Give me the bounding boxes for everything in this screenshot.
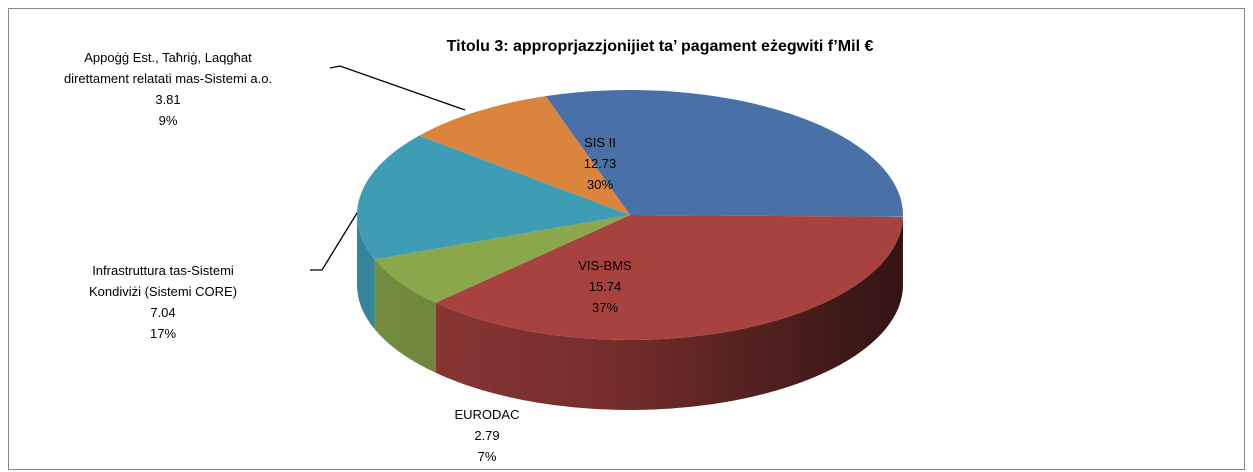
label-name: VIS-BMS	[578, 258, 632, 273]
label-value: 15.74	[588, 279, 622, 294]
slice	[374, 215, 630, 303]
chart-title: Titolu 3: approprjazzjonijiet ta’ pagame…	[447, 38, 874, 55]
data-label: Infrastruttura tas-Sistemi Kondiviżi (Si…	[68, 260, 258, 344]
label-name: SIS II	[584, 135, 616, 150]
label-value: 3.81	[155, 92, 181, 107]
slice-side	[357, 215, 375, 330]
label-value: 2.79	[474, 428, 500, 443]
slice	[357, 135, 630, 260]
label-value: 7.04	[150, 305, 176, 320]
label-percent: 9%	[158, 113, 178, 128]
leader-line	[310, 199, 366, 271]
data-label: EURODAC 2.79 7%	[427, 404, 547, 467]
label-value: 12.73	[583, 156, 617, 171]
label-percent: 37%	[591, 300, 619, 315]
data-label: SIS II 12.73 30%	[540, 132, 660, 195]
label-percent: 17%	[149, 326, 177, 341]
label-percent: 7%	[477, 449, 497, 464]
data-label: Appoġġ Est., Taħriġ, Laqgħat direttament…	[56, 47, 281, 131]
label-name: Infrastruttura tas-Sistemi Kondiviżi (Si…	[88, 263, 238, 299]
leader-line	[329, 65, 466, 111]
data-label: VIS-BMS 15.74 37%	[545, 255, 665, 318]
slice	[435, 215, 903, 341]
label-name: EURODAC	[454, 407, 520, 422]
slice-side	[374, 259, 436, 373]
label-percent: 30%	[586, 177, 614, 192]
label-name: Appoġġ Est., Taħriġ, Laqgħat direttament…	[63, 50, 273, 86]
slice	[419, 96, 630, 215]
slice-side	[435, 216, 903, 410]
slice	[545, 89, 903, 217]
